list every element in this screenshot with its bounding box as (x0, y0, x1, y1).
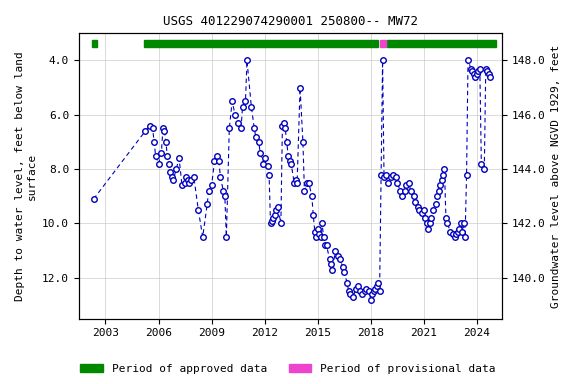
Bar (387, 40, 496, 47)
Bar (380, 40, 385, 47)
Legend: Period of approved data, Period of provisional data: Period of approved data, Period of provi… (76, 359, 500, 379)
Y-axis label: Groundwater level above NGVD 1929, feet: Groundwater level above NGVD 1929, feet (551, 44, 561, 308)
Title: USGS 401229074290001 250800-- MW72: USGS 401229074290001 250800-- MW72 (163, 15, 418, 28)
Bar (92, 40, 97, 47)
Y-axis label: Depth to water level, feet below land
surface: Depth to water level, feet below land su… (15, 51, 37, 301)
Bar (144, 40, 378, 47)
